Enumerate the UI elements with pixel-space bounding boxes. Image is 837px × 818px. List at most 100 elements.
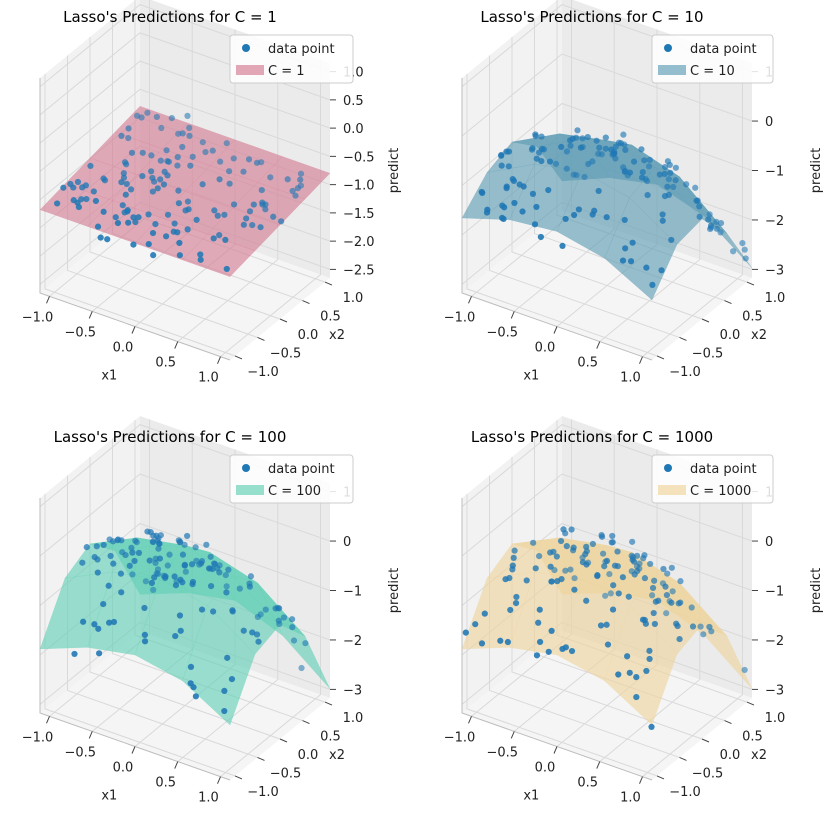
data-point (262, 206, 269, 213)
x1-tick (468, 296, 472, 304)
z-axis-label: predict (809, 148, 824, 193)
data-point (117, 570, 125, 577)
data-point (646, 647, 653, 654)
x2-tick (279, 318, 288, 323)
data-point (742, 255, 749, 262)
data-point (574, 127, 581, 134)
data-point (672, 164, 680, 171)
data-point (249, 629, 256, 636)
data-point (192, 544, 199, 551)
data-point (112, 214, 119, 221)
data-point (199, 181, 206, 188)
data-point (129, 549, 136, 556)
data-point (705, 216, 712, 223)
x1-tick (553, 326, 558, 334)
data-point (142, 578, 149, 585)
data-point (164, 211, 172, 218)
z-tick-label: −2.5 (343, 263, 375, 278)
data-point (71, 650, 78, 658)
data-point (659, 217, 666, 224)
x1-tick-label: 1.0 (620, 791, 641, 806)
data-point (610, 582, 617, 589)
data-point (158, 124, 165, 132)
data-point (202, 148, 209, 156)
data-point (638, 146, 645, 153)
data-point (645, 163, 653, 170)
x1-tick (217, 776, 221, 784)
z-tick-label: −2 (765, 634, 784, 649)
axis-edge (39, 78, 231, 361)
data-point (155, 535, 162, 542)
data-point (575, 206, 582, 213)
data-point (223, 583, 230, 590)
data-point (641, 157, 648, 164)
data-point (175, 130, 182, 137)
data-point (633, 552, 641, 559)
data-point (646, 156, 653, 164)
data-point (249, 221, 256, 229)
data-point (223, 140, 230, 147)
data-point (700, 631, 707, 638)
data-point (184, 226, 191, 233)
x1-axis-label: x1 (101, 788, 117, 803)
data-point (297, 170, 305, 177)
data-point (501, 204, 508, 211)
data-point (179, 143, 186, 151)
x2-tick (234, 775, 243, 780)
data-point (119, 202, 126, 209)
surface-patch (604, 605, 678, 726)
data-point (668, 236, 675, 244)
x1-tick (639, 776, 643, 784)
data-point (607, 590, 614, 597)
x2-tick-label: −0.5 (270, 346, 302, 361)
data-point (150, 586, 157, 593)
data-point (172, 632, 179, 640)
x1-tick-label: −1.0 (444, 730, 476, 745)
data-point (153, 113, 160, 121)
data-point (125, 134, 132, 142)
x1-tick (468, 716, 472, 724)
data-point (150, 252, 157, 259)
grid-line-x1 (642, 59, 743, 358)
data-point (119, 549, 126, 556)
z-tick-label: −2 (765, 214, 784, 229)
grid-line-x2 (489, 55, 680, 338)
data-point (67, 180, 74, 188)
subplot-3: −1.0−0.50.00.51.0x1−1.0−0.50.00.51.0x210… (22, 416, 402, 806)
data-point (189, 153, 196, 160)
z-tick-label: −3 (343, 683, 362, 698)
data-point (579, 554, 586, 561)
legend-marker-data-point (242, 44, 250, 52)
data-point (79, 559, 86, 566)
data-point (707, 224, 715, 231)
data-point (100, 208, 107, 215)
data-point (642, 176, 649, 183)
data-point (207, 583, 215, 590)
data-point (278, 218, 285, 225)
data-point (95, 625, 102, 632)
z-tick-label: −1.0 (343, 179, 375, 194)
data-point (155, 545, 162, 552)
data-point (236, 585, 243, 592)
data-point (141, 604, 148, 612)
subplot-4: −1.0−0.50.00.51.0x1−1.0−0.50.00.51.0x210… (444, 416, 824, 806)
data-point (171, 220, 178, 227)
x1-tick (553, 746, 558, 754)
data-point (148, 168, 155, 175)
grid-line-x2 (67, 55, 258, 338)
data-point (535, 619, 542, 626)
legend-label: C = 1 (268, 64, 305, 79)
data-point (100, 175, 107, 182)
data-point (553, 553, 560, 560)
data-point (532, 565, 539, 572)
data-point (246, 583, 253, 590)
data-point (658, 267, 665, 274)
data-point (562, 530, 569, 537)
data-point (177, 627, 184, 634)
data-point (512, 599, 520, 607)
data-point (713, 218, 720, 225)
data-point (548, 578, 555, 585)
data-point (175, 200, 182, 207)
data-point (584, 133, 591, 141)
